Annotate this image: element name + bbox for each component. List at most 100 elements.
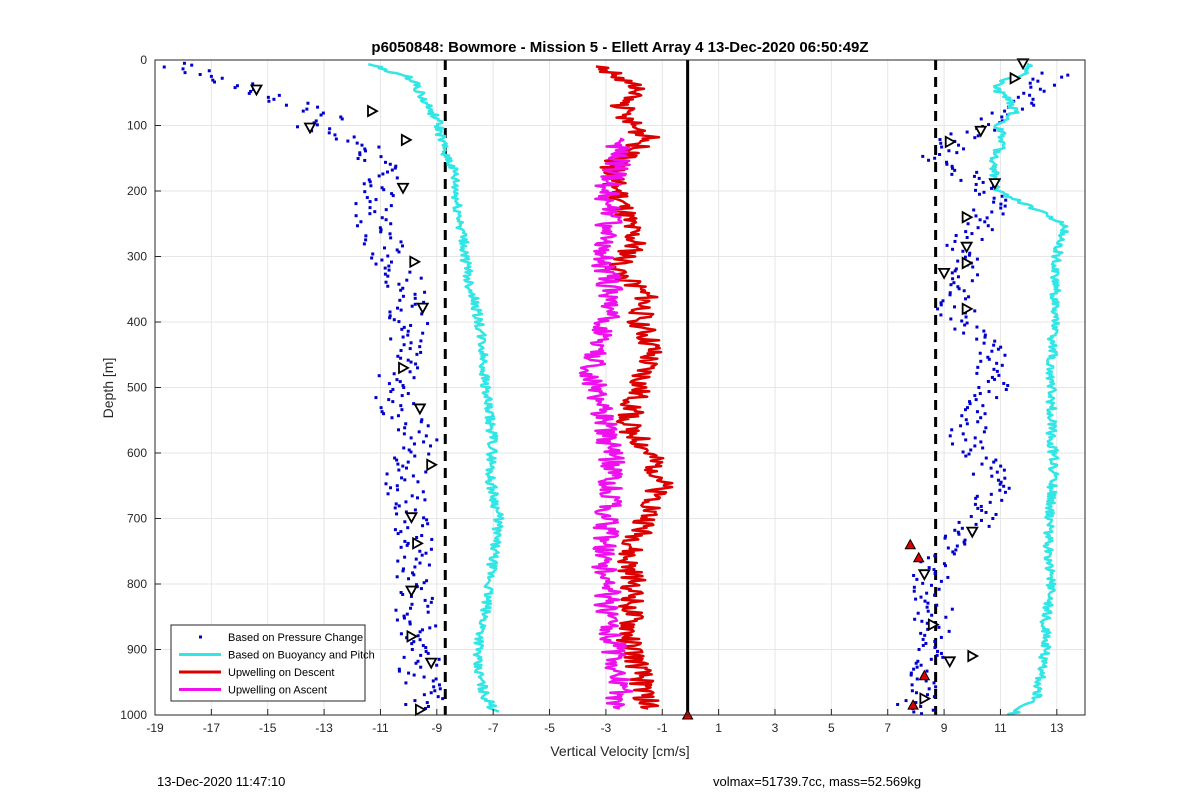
x-tick-label: -3 bbox=[601, 721, 612, 735]
pressure-change-dot bbox=[981, 404, 985, 408]
pressure-change-dot bbox=[956, 285, 960, 289]
pressure-change-dot bbox=[409, 450, 413, 454]
y-tick-label: 800 bbox=[127, 577, 147, 591]
pressure-change-dot bbox=[415, 535, 419, 539]
pressure-change-dot bbox=[926, 556, 930, 560]
pressure-change-dot bbox=[951, 166, 955, 170]
triangle-marker bbox=[965, 526, 979, 539]
pressure-change-dot bbox=[389, 204, 393, 208]
pressure-change-dot bbox=[943, 564, 947, 568]
pressure-change-dot bbox=[973, 444, 977, 448]
pressure-change-dot bbox=[984, 426, 988, 430]
pressure-change-dot bbox=[947, 629, 951, 633]
x-tick-label: -15 bbox=[259, 721, 277, 735]
pressure-change-dot bbox=[396, 462, 400, 466]
pressure-change-dot bbox=[963, 255, 967, 259]
pressure-change-dot bbox=[416, 634, 420, 638]
pressure-change-dot bbox=[896, 703, 900, 707]
footer-timestamp: 13-Dec-2020 11:47:10 bbox=[157, 774, 286, 789]
pressure-change-dot bbox=[413, 508, 417, 512]
pressure-change-dot bbox=[953, 327, 957, 331]
pressure-change-dot bbox=[419, 665, 423, 669]
pressure-change-dot bbox=[974, 398, 978, 402]
legend-label: Upwelling on Ascent bbox=[228, 685, 327, 697]
pressure-change-dot bbox=[402, 446, 406, 450]
pressure-change-dot bbox=[422, 693, 426, 697]
pressure-change-dot bbox=[964, 297, 968, 301]
pressure-change-dot bbox=[976, 273, 980, 277]
pressure-change-dot bbox=[938, 153, 942, 157]
pressure-change-dot bbox=[995, 396, 999, 400]
pressure-change-dot bbox=[401, 384, 405, 388]
pressure-change-dot bbox=[393, 456, 397, 460]
pressure-change-dot bbox=[382, 412, 386, 416]
pressure-change-dot bbox=[977, 176, 981, 180]
pressure-change-dot bbox=[404, 422, 408, 426]
pressure-change-dot bbox=[1003, 353, 1007, 357]
pressure-change-dot bbox=[1006, 383, 1010, 387]
pressure-change-dot bbox=[962, 147, 966, 151]
pressure-change-dot bbox=[346, 139, 350, 143]
pressure-change-dot bbox=[925, 621, 929, 625]
pressure-change-dot bbox=[405, 543, 409, 547]
pressure-change-dot bbox=[952, 552, 956, 556]
pressure-change-dot bbox=[422, 581, 426, 585]
pressure-change-dot bbox=[413, 302, 417, 306]
legend: Based on Pressure Change Based on Buoyanc… bbox=[170, 624, 375, 702]
pressure-change-dot bbox=[395, 176, 399, 180]
pressure-change-dot bbox=[953, 168, 957, 172]
pressure-change-dot bbox=[926, 627, 930, 631]
pressure-change-dot bbox=[959, 424, 963, 428]
triangle-marker bbox=[927, 618, 940, 632]
pressure-change-dot bbox=[992, 196, 996, 200]
pressure-change-dot bbox=[925, 591, 929, 595]
pressure-change-dot bbox=[424, 470, 428, 474]
pressure-change-dot bbox=[968, 251, 972, 255]
triangle-marker bbox=[988, 178, 1002, 190]
pressure-change-dot bbox=[407, 671, 411, 675]
pressure-change-dot bbox=[393, 528, 397, 532]
pressure-change-dot bbox=[397, 669, 401, 673]
pressure-change-dot bbox=[987, 357, 991, 361]
pressure-change-dot bbox=[400, 394, 404, 398]
pressure-change-dot bbox=[412, 442, 416, 446]
pressure-change-dot bbox=[974, 188, 978, 192]
pressure-change-dot bbox=[395, 618, 399, 622]
pressure-change-dot bbox=[368, 212, 372, 216]
pressure-change-dot bbox=[415, 352, 419, 356]
pressure-change-dot bbox=[356, 157, 360, 161]
pressure-change-dot bbox=[391, 400, 395, 404]
pressure-change-dot bbox=[981, 180, 985, 184]
pressure-change-dot bbox=[1003, 109, 1007, 113]
pressure-change-dot bbox=[389, 222, 393, 226]
pressure-change-dot bbox=[996, 478, 1000, 482]
pressure-change-dot bbox=[381, 172, 385, 176]
pressure-change-dot bbox=[979, 440, 983, 444]
pressure-change-dot bbox=[386, 274, 390, 278]
pressure-change-dot bbox=[960, 414, 964, 418]
pressure-change-dot bbox=[327, 131, 331, 135]
triangle-marker bbox=[249, 84, 263, 97]
pressure-change-dot bbox=[910, 689, 914, 693]
pressure-change-dot bbox=[402, 614, 406, 618]
pressure-change-dot bbox=[976, 365, 980, 369]
pressure-change-dot bbox=[954, 234, 958, 238]
pressure-change-dot bbox=[388, 310, 392, 314]
pressure-change-dot bbox=[971, 265, 975, 269]
pressure-change-dot bbox=[391, 194, 395, 198]
pressure-change-dot bbox=[422, 675, 426, 679]
pressure-change-dot bbox=[956, 275, 960, 279]
pressure-change-dot bbox=[388, 316, 392, 320]
pressure-change-dot bbox=[412, 573, 416, 577]
pressure-change-dot bbox=[993, 377, 997, 381]
pressure-change-dot bbox=[277, 93, 281, 97]
pressure-change-dot bbox=[426, 322, 430, 326]
pressure-change-dot bbox=[946, 546, 950, 550]
pressure-change-dot bbox=[927, 158, 931, 162]
pressure-change-dot bbox=[408, 370, 412, 374]
pressure-change-dot bbox=[391, 388, 395, 392]
pressure-change-dot bbox=[926, 601, 930, 605]
pressure-change-dot bbox=[951, 442, 955, 446]
x-tick-label: -11 bbox=[372, 721, 389, 735]
pressure-change-dot bbox=[388, 162, 392, 166]
